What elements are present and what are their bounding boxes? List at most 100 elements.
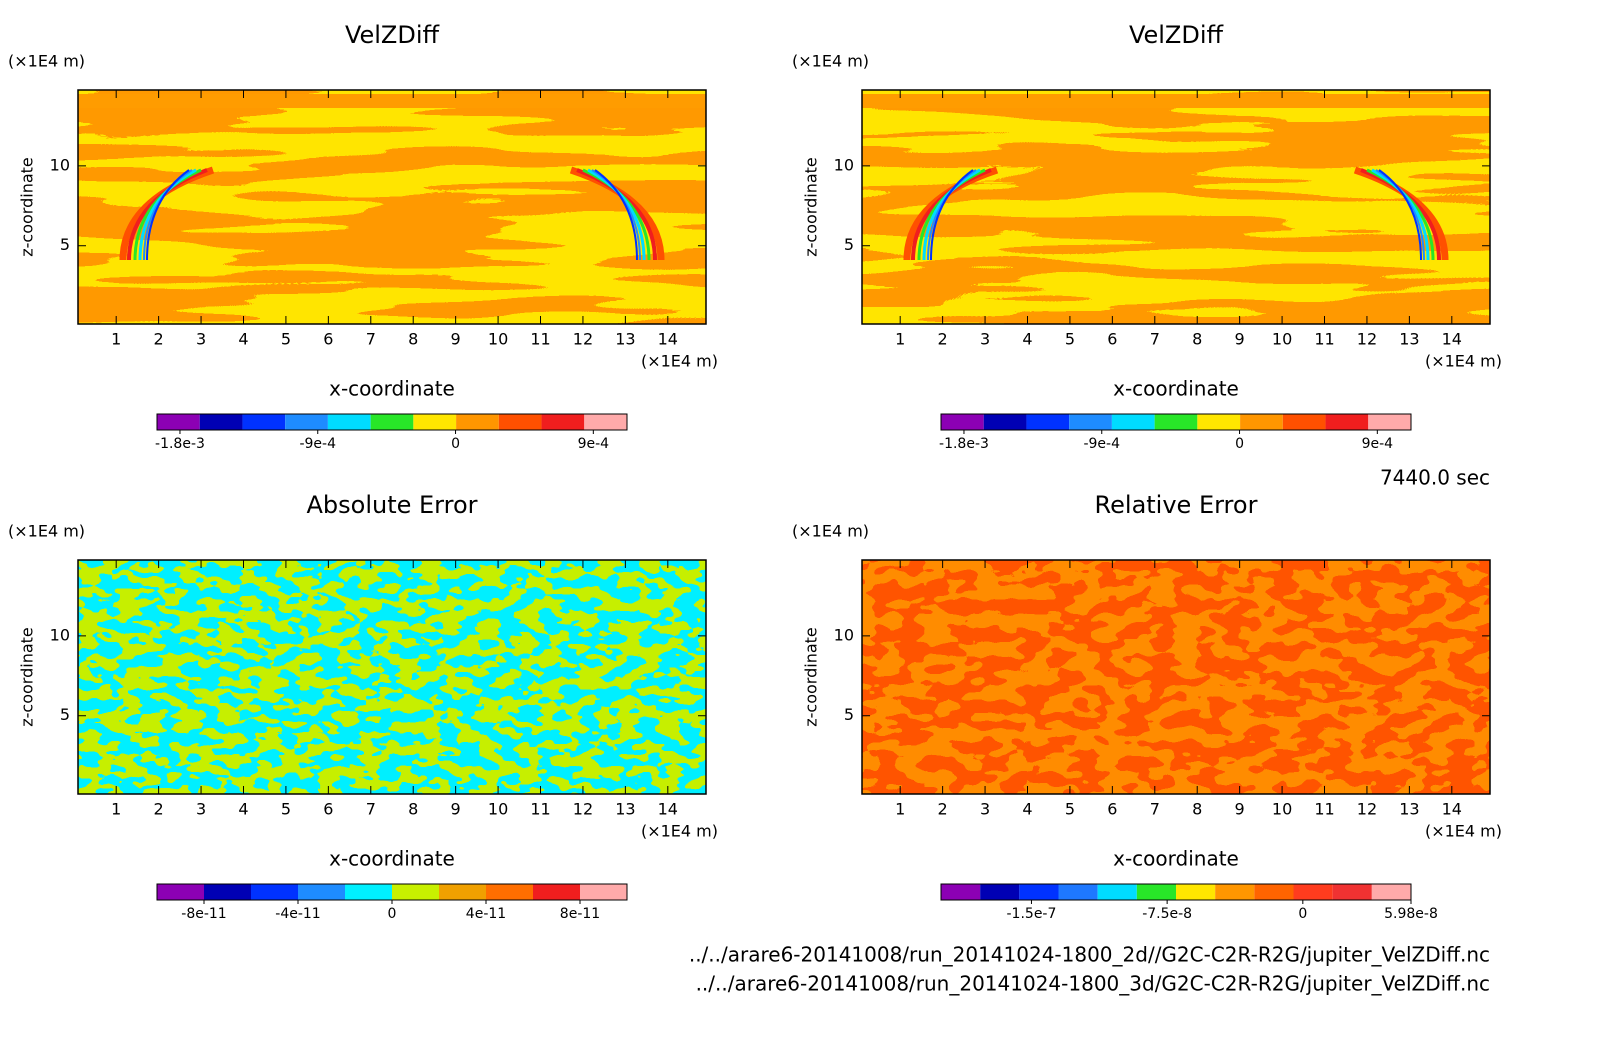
- field-base: [862, 560, 1490, 794]
- colorbar-swatch: [413, 414, 457, 430]
- colorbar-swatch: [498, 414, 542, 430]
- colorbar-frame: [156, 413, 628, 431]
- colorbar-frame: [940, 413, 1412, 431]
- colorbar-tick-label: -1.8e-3: [155, 436, 205, 452]
- colorbar-tick-label: 8e-11: [560, 906, 600, 922]
- field-arc: [911, 168, 992, 261]
- field-arc: [1378, 169, 1422, 261]
- y-tick-label: 5: [60, 235, 70, 254]
- x-tick-label: 3: [980, 330, 990, 349]
- x-tick-label: 5: [281, 800, 291, 819]
- x-tick-label: 13: [1399, 330, 1419, 349]
- colorbar-tick-label: 0: [388, 906, 397, 922]
- x-tick-label: 5: [1065, 800, 1075, 819]
- x-tick-label: 13: [1399, 800, 1419, 819]
- x-unit: (×1E4 m): [641, 352, 718, 371]
- panel-title: Absolute Error: [306, 491, 477, 519]
- x-tick-label: 3: [196, 800, 206, 819]
- plot-frame: [77, 89, 707, 325]
- field-base: [78, 90, 706, 324]
- x-tick-label: 8: [1192, 330, 1202, 349]
- x-tick-label: 12: [573, 800, 593, 819]
- x-tick-label: 8: [1192, 800, 1202, 819]
- x-tick-label: 4: [238, 800, 248, 819]
- y-unit: (×1E4 m): [792, 522, 869, 541]
- plot-frame: [861, 559, 1491, 795]
- x-tick-label: 6: [323, 800, 333, 819]
- plot-frame: [77, 559, 707, 795]
- x-tick-label: 11: [530, 800, 550, 819]
- x-tick-label: 8: [408, 330, 418, 349]
- colorbar-tick-label: -4e-11: [275, 906, 320, 922]
- y-axis-label: z-coordinate: [802, 627, 821, 727]
- x-tick-label: 9: [1235, 330, 1245, 349]
- x-tick-label: 5: [281, 330, 291, 349]
- colorbar-swatch: [1026, 414, 1070, 430]
- y-tick-label: 5: [844, 235, 854, 254]
- x-tick-label: 11: [530, 330, 550, 349]
- colorbar-tick-label: -9e-4: [299, 436, 336, 452]
- colorbar-swatch: [345, 884, 392, 900]
- field-arc: [1366, 168, 1435, 261]
- field-arc: [930, 169, 974, 261]
- y-unit: (×1E4 m): [8, 522, 85, 541]
- x-tick-label: 3: [196, 330, 206, 349]
- colorbar-swatch: [1240, 414, 1283, 430]
- colorbar-frame: [940, 883, 1412, 901]
- x-axis-label: x-coordinate: [1113, 847, 1239, 871]
- colorbar-tick-label: 0: [451, 436, 460, 452]
- colorbar-swatch: [298, 884, 345, 900]
- x-tick-label: 13: [615, 800, 635, 819]
- x-tick-label: 6: [323, 330, 333, 349]
- field-arc: [927, 169, 977, 261]
- field-arc: [143, 169, 193, 261]
- field-band: [862, 94, 1490, 108]
- colorbar-swatch: [1111, 414, 1155, 430]
- field-arc: [146, 169, 190, 261]
- y-axis-label: z-coordinate: [18, 627, 37, 727]
- field-arc: [922, 168, 981, 261]
- panel-title: VelZDiff: [345, 21, 440, 49]
- y-tick-label: 10: [834, 625, 854, 644]
- x-tick-label: 12: [1357, 800, 1377, 819]
- x-tick-label: 7: [366, 800, 376, 819]
- x-tick-label: 11: [1314, 330, 1334, 349]
- colorbar-swatch: [1069, 414, 1112, 430]
- x-tick-label: 11: [1314, 800, 1334, 819]
- colorbar-swatch: [980, 884, 1020, 900]
- field-arc: [1375, 169, 1425, 261]
- colorbar-swatch: [1254, 884, 1294, 900]
- x-tick-label: 9: [1235, 800, 1245, 819]
- y-unit: (×1E4 m): [8, 52, 85, 71]
- field-arc: [1371, 168, 1430, 261]
- file-path: ../../arare6-20141008/run_20141024-1800_…: [689, 943, 1490, 967]
- colorbar-swatch: [941, 414, 984, 430]
- y-tick-label: 10: [50, 155, 70, 174]
- x-tick-label: 14: [1442, 330, 1462, 349]
- field-arc: [133, 168, 202, 261]
- x-tick-label: 7: [1150, 800, 1160, 819]
- colorbar-swatch: [1097, 884, 1137, 900]
- x-tick-label: 12: [573, 330, 593, 349]
- x-tick-label: 7: [1150, 330, 1160, 349]
- colorbar-swatch: [584, 414, 627, 430]
- x-tick-label: 12: [1357, 330, 1377, 349]
- x-tick-label: 6: [1107, 800, 1117, 819]
- colorbar-swatch: [580, 884, 627, 900]
- colorbar-swatch: [327, 414, 371, 430]
- colorbar-swatch: [1371, 884, 1411, 900]
- colorbar-swatch: [1368, 414, 1411, 430]
- colorbar-tick-label: -9e-4: [1083, 436, 1120, 452]
- colorbar-tick-label: 9e-4: [578, 436, 610, 452]
- colorbar-swatch: [1293, 884, 1333, 900]
- field-arc: [576, 168, 657, 261]
- x-tick-label: 10: [1272, 800, 1292, 819]
- x-tick-label: 1: [895, 800, 905, 819]
- colorbar-tick-label: -7.5e-8: [1142, 906, 1192, 922]
- x-axis-label: x-coordinate: [1113, 377, 1239, 401]
- colorbar-swatch: [1136, 884, 1176, 900]
- colorbar-swatch: [1332, 884, 1372, 900]
- field-base: [862, 90, 1490, 324]
